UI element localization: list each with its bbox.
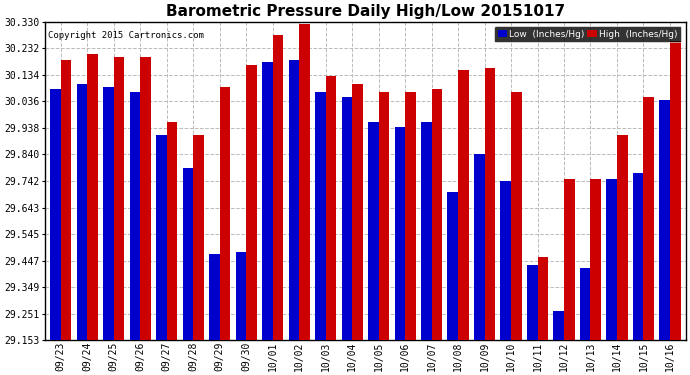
Bar <box>553 311 564 340</box>
Bar <box>183 168 193 340</box>
Bar <box>538 257 548 340</box>
Bar <box>61 60 72 340</box>
Bar <box>315 92 326 340</box>
Bar <box>50 89 61 340</box>
Bar <box>379 92 389 340</box>
Text: Copyright 2015 Cartronics.com: Copyright 2015 Cartronics.com <box>48 31 204 40</box>
Bar <box>421 122 432 340</box>
Bar <box>474 154 484 340</box>
Bar <box>288 60 299 340</box>
Bar <box>342 98 352 340</box>
Bar <box>140 57 151 340</box>
Bar <box>77 84 88 340</box>
Legend: Low  (Inches/Hg), High  (Inches/Hg): Low (Inches/Hg), High (Inches/Hg) <box>494 26 681 42</box>
Bar <box>130 92 140 340</box>
Bar <box>167 122 177 340</box>
Bar <box>617 135 628 340</box>
Bar <box>511 92 522 340</box>
Bar <box>352 84 363 340</box>
Bar <box>209 254 219 340</box>
Bar <box>114 57 124 340</box>
Bar <box>193 135 204 340</box>
Bar <box>395 127 405 340</box>
Bar <box>156 135 167 340</box>
Bar <box>607 178 617 340</box>
Bar <box>236 252 246 340</box>
Bar <box>448 192 458 340</box>
Title: Barometric Pressure Daily High/Low 20151017: Barometric Pressure Daily High/Low 20151… <box>166 4 565 19</box>
Bar <box>458 70 469 340</box>
Bar <box>580 268 591 340</box>
Bar <box>644 98 654 340</box>
Bar <box>591 178 601 340</box>
Bar <box>527 265 538 340</box>
Bar <box>405 92 415 340</box>
Bar <box>660 100 670 340</box>
Bar <box>246 65 257 340</box>
Bar <box>633 173 644 340</box>
Bar <box>273 35 284 340</box>
Bar <box>432 89 442 340</box>
Bar <box>219 87 230 340</box>
Bar <box>670 40 680 340</box>
Bar <box>262 62 273 340</box>
Bar <box>299 24 310 340</box>
Bar <box>500 181 511 340</box>
Bar <box>104 87 114 340</box>
Bar <box>326 76 336 340</box>
Bar <box>484 68 495 340</box>
Bar <box>368 122 379 340</box>
Bar <box>564 178 575 340</box>
Bar <box>88 54 98 340</box>
